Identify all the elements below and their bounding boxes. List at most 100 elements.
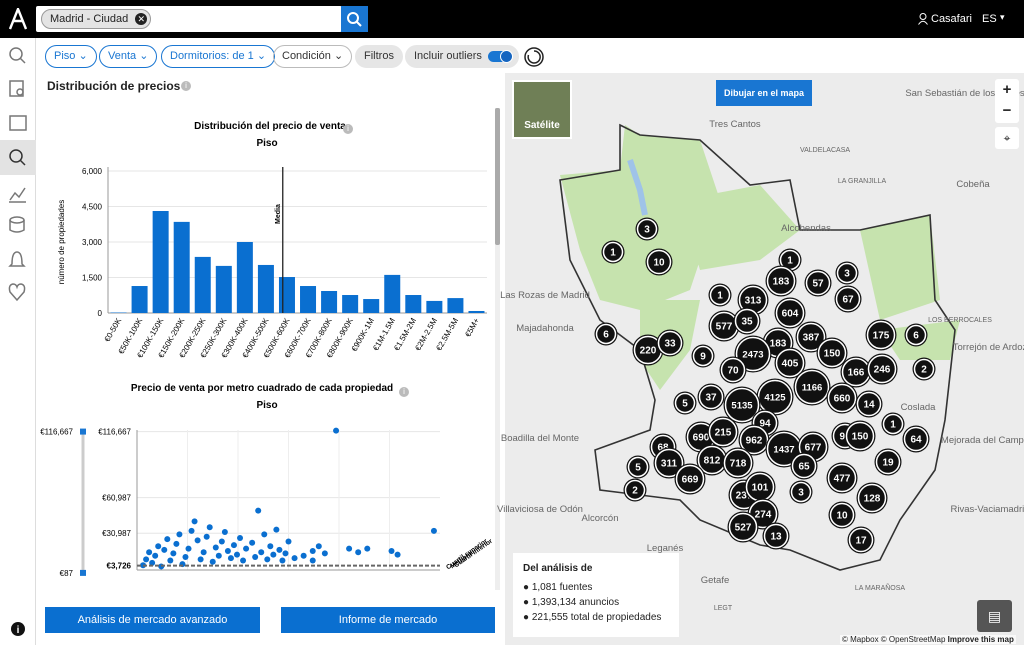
draw-on-map-button[interactable]: Dibujar en el mapa (716, 80, 812, 106)
cluster-ring (636, 218, 658, 240)
sidebar-icons[interactable]: i (0, 38, 36, 645)
x-tick-label: €5M+ (463, 316, 481, 338)
scatter-point (176, 531, 183, 538)
scatter-point (164, 536, 171, 543)
cluster-ring (866, 320, 896, 350)
cluster-count: 962 (746, 436, 763, 447)
place-name: San Sebastián de los Reyes (905, 88, 1024, 99)
stats-box: Del análisis de ● 1,081 fuentes ● 1,393,… (513, 553, 679, 637)
filter-pill[interactable]: Condición ⌄ (273, 45, 353, 68)
scatter-point (309, 548, 316, 555)
cluster-count: 6 (913, 331, 919, 342)
scrollbar-thumb[interactable] (495, 108, 500, 245)
cluster-count: 10 (653, 258, 665, 269)
info-icon[interactable]: i (399, 387, 409, 397)
cluster-count: 10 (836, 511, 848, 522)
cluster-count: 33 (664, 339, 676, 350)
cluster-count: 150 (824, 349, 841, 360)
cluster-ring (692, 345, 714, 367)
chip-remove[interactable]: ✕ (135, 13, 148, 25)
cluster-ring (791, 453, 817, 479)
place-name: LA GRANJILLA (838, 178, 887, 185)
cluster-count: 4125 (764, 393, 786, 404)
logo[interactable] (9, 8, 27, 30)
cluster-count: 387 (803, 333, 820, 344)
filters-button[interactable]: Filtros (355, 45, 403, 68)
chip-text: Madrid - Ciudad (50, 13, 129, 25)
cluster-ring (882, 413, 904, 435)
scatter-point (388, 548, 395, 555)
svg-text:i: i (17, 625, 20, 636)
improve-link[interactable]: Improve this map (947, 635, 1014, 644)
cluster-ring (766, 266, 796, 296)
cluster-count: 3 (798, 488, 804, 499)
scatter-point (206, 524, 213, 531)
range-slider-handle[interactable] (80, 569, 86, 576)
scrollbar[interactable] (495, 108, 500, 590)
place-name: Rivas-Vaciamadrid (950, 504, 1024, 515)
stats-text: 1,393,134 anuncios (531, 597, 620, 608)
info-icon[interactable]: i (181, 81, 191, 91)
scatter-point (252, 553, 259, 560)
filter-pill[interactable]: Piso ⌄ (45, 45, 97, 68)
refresh-icon[interactable] (523, 46, 545, 68)
cluster-ring (913, 358, 935, 380)
zoom-controls[interactable]: + − (995, 79, 1019, 123)
search-box[interactable]: Madrid - Ciudad ✕ (36, 6, 342, 32)
cluster-count: 9 (700, 352, 706, 363)
language-caret[interactable]: ▾ (1000, 12, 1005, 22)
range-min-label: €87 (60, 569, 74, 578)
bar (194, 256, 211, 313)
satellite-label[interactable]: Satélite (524, 120, 560, 131)
scatter-point (209, 558, 216, 565)
cluster-ring (734, 308, 760, 334)
toggle-switch[interactable] (488, 50, 513, 63)
scatter-point (276, 546, 283, 553)
scatter-point (194, 537, 201, 544)
cluster-ring (675, 464, 705, 494)
satellite-thumbnail[interactable] (512, 80, 572, 139)
bar (405, 295, 422, 313)
scatter-point (282, 550, 289, 557)
bar (342, 295, 359, 313)
search-button[interactable] (341, 6, 368, 32)
scatter-point (152, 552, 159, 559)
place-name: Cobeña (956, 179, 990, 190)
scatter-point (355, 549, 362, 556)
search-chip[interactable]: Madrid - Ciudad ✕ (41, 9, 152, 29)
cluster-ring (805, 270, 831, 296)
filter-pill[interactable]: Dormitorios: de 1 ⌄ (161, 45, 276, 68)
cluster-ring (845, 421, 875, 451)
stats-text: 221,555 total de propiedades (531, 612, 662, 623)
cluster-count: 1437 (773, 445, 794, 456)
sidebar: i (0, 38, 36, 645)
bar (426, 300, 443, 313)
cluster-count: 527 (735, 523, 752, 534)
bar (236, 242, 253, 313)
locate-button[interactable]: ⌖ (995, 127, 1019, 149)
advanced-analysis-button[interactable]: Análisis de mercado avanzado (45, 607, 260, 633)
filter-pill[interactable]: Venta ⌄ (99, 45, 158, 68)
bar (152, 210, 169, 313)
cluster-count: 5 (682, 399, 688, 410)
cluster-count: 1 (717, 291, 723, 302)
scatter-point (170, 550, 177, 557)
scatter-point (146, 549, 153, 556)
cluster-count: 68 (657, 443, 669, 454)
market-report-button[interactable]: Informe de mercado (281, 607, 495, 633)
cluster-ring (790, 481, 812, 503)
stats-text: 1,081 fuentes (531, 582, 593, 593)
chat-button[interactable]: ▤ (977, 600, 1012, 632)
language[interactable]: ES (982, 13, 997, 25)
info-icon[interactable]: i (343, 124, 353, 134)
cluster-ring (827, 383, 857, 413)
outliers-toggle[interactable]: Incluir outliers (405, 45, 519, 68)
range-slider-handle[interactable] (80, 428, 86, 435)
filter-label: Condición (282, 50, 331, 62)
user-name[interactable]: Casafari (931, 13, 972, 25)
cluster-ring (848, 527, 874, 553)
attribution-text[interactable]: © Mapbox © OpenStreetMap (842, 635, 946, 644)
y-tick-label: €116,667 (98, 428, 131, 437)
scatter-point (155, 543, 162, 550)
